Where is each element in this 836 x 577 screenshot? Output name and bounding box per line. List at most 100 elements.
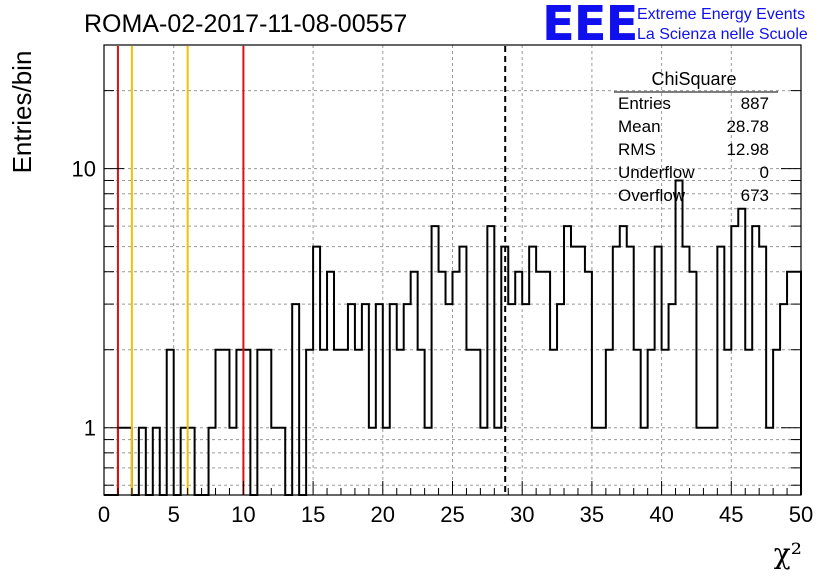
histogram-bin bbox=[515, 272, 522, 495]
histogram-bin bbox=[348, 304, 355, 495]
histogram-bin bbox=[369, 428, 376, 495]
histogram-bin bbox=[188, 428, 195, 495]
x-tick-labels: 0 5 10 15 20 25 30 35 40 45 50 bbox=[98, 502, 813, 527]
stats-value: 673 bbox=[741, 186, 769, 205]
y-tick-labels: 1 10 bbox=[72, 157, 96, 441]
histogram-bin bbox=[334, 350, 341, 495]
x-tick-label: 10 bbox=[231, 502, 255, 527]
y-axis-label: Entries/bin bbox=[7, 51, 37, 174]
histogram-bin bbox=[529, 247, 536, 495]
stats-label: Overflow bbox=[618, 186, 686, 205]
histogram-bin bbox=[703, 428, 710, 495]
axis-ticks bbox=[103, 44, 802, 495]
histogram-bin bbox=[376, 304, 383, 495]
histogram-bin bbox=[216, 350, 223, 495]
histogram-bin bbox=[557, 304, 564, 495]
histogram-bin bbox=[466, 350, 473, 495]
histogram-bin bbox=[487, 226, 494, 495]
histogram-bin bbox=[731, 226, 738, 495]
y-tick-label: 1 bbox=[84, 416, 96, 441]
histogram-bin bbox=[278, 428, 285, 495]
logo-mark: EEE bbox=[542, 0, 637, 52]
y-tick-label: 10 bbox=[72, 157, 96, 182]
histogram-bin bbox=[139, 428, 146, 495]
x-tick-label: 40 bbox=[649, 502, 673, 527]
x-tick-label: 15 bbox=[301, 502, 325, 527]
stats-row: Entries 887 bbox=[618, 94, 769, 113]
x-axis-label: χ² bbox=[774, 537, 802, 570]
stats-title: ChiSquare bbox=[651, 69, 736, 89]
stats-value: 887 bbox=[741, 94, 769, 113]
histogram-bin bbox=[362, 304, 369, 495]
histogram-bin bbox=[676, 180, 683, 495]
histogram-bin bbox=[564, 226, 571, 495]
histogram-bin bbox=[125, 428, 132, 495]
logo-line-2: La Scienza nelle Scuole bbox=[637, 26, 808, 43]
histogram-bin bbox=[341, 350, 348, 495]
histogram-bin bbox=[271, 428, 278, 495]
histogram-bin bbox=[222, 350, 229, 495]
stats-box: ChiSquare Entries 887 Mean 28.78 RMS 12.… bbox=[614, 69, 778, 205]
stats-label: Entries bbox=[618, 94, 671, 113]
histogram-bin bbox=[494, 428, 501, 495]
histogram-bin bbox=[473, 350, 480, 495]
histogram-bin bbox=[236, 350, 243, 495]
stats-label: Mean bbox=[618, 117, 661, 136]
stats-label: Underflow bbox=[618, 163, 695, 182]
histogram-bin bbox=[320, 350, 327, 495]
histogram-bin bbox=[773, 350, 780, 495]
stats-row: Mean 28.78 bbox=[618, 117, 769, 136]
histogram-bin bbox=[167, 350, 174, 495]
histogram-bin bbox=[390, 304, 397, 495]
histogram-bin bbox=[543, 272, 550, 495]
histogram-bin bbox=[243, 350, 250, 495]
histogram-bin bbox=[627, 247, 634, 495]
histogram-bin bbox=[264, 350, 271, 495]
stats-value: 28.78 bbox=[726, 117, 769, 136]
stats-value: 0 bbox=[760, 163, 769, 182]
histogram-bin bbox=[411, 272, 418, 495]
chart-title: ROMA-02-2017-11-08-00557 bbox=[84, 10, 407, 38]
stats-value: 12.98 bbox=[726, 140, 769, 159]
x-tick-label: 20 bbox=[371, 502, 395, 527]
histogram-outline bbox=[104, 179, 802, 496]
x-tick-label: 30 bbox=[510, 502, 534, 527]
histogram-bin bbox=[453, 272, 460, 495]
histogram-bin bbox=[717, 247, 724, 495]
histogram-bin bbox=[257, 350, 264, 495]
histogram-bins bbox=[104, 179, 802, 496]
histogram-bin bbox=[745, 350, 752, 495]
x-tick-label: 50 bbox=[789, 502, 813, 527]
stats-row: RMS 12.98 bbox=[618, 140, 769, 159]
stats-label: RMS bbox=[618, 140, 656, 159]
logo-line-1: Extreme Energy Events bbox=[637, 6, 805, 23]
histogram-bin bbox=[404, 304, 411, 495]
histogram-bin bbox=[446, 304, 453, 495]
histogram-bin bbox=[432, 226, 439, 495]
histogram-bin bbox=[669, 304, 676, 495]
histogram-bin bbox=[550, 350, 557, 495]
histogram-bin bbox=[508, 304, 515, 495]
marker-lines bbox=[116, 46, 507, 495]
histogram-bin bbox=[522, 304, 529, 495]
histogram-bin bbox=[313, 247, 320, 495]
x-tick-label: 25 bbox=[440, 502, 464, 527]
histogram-bin bbox=[355, 350, 362, 495]
histogram-bin bbox=[662, 350, 669, 495]
histogram-bin bbox=[683, 247, 690, 495]
histogram-bin bbox=[578, 247, 585, 495]
histogram-bin bbox=[606, 350, 613, 495]
histogram-bin bbox=[738, 209, 745, 495]
histogram-bin bbox=[439, 272, 446, 495]
histogram-bin bbox=[292, 304, 299, 495]
histogram-bin bbox=[397, 350, 404, 495]
histogram-bin bbox=[689, 272, 696, 495]
histogram-bin bbox=[620, 226, 627, 495]
histogram-bin bbox=[641, 428, 648, 495]
histogram-bin bbox=[153, 428, 160, 495]
histogram-bin bbox=[634, 350, 641, 495]
histogram-bin bbox=[536, 272, 543, 495]
histogram-bin bbox=[648, 350, 655, 495]
histogram-bin bbox=[418, 350, 425, 495]
